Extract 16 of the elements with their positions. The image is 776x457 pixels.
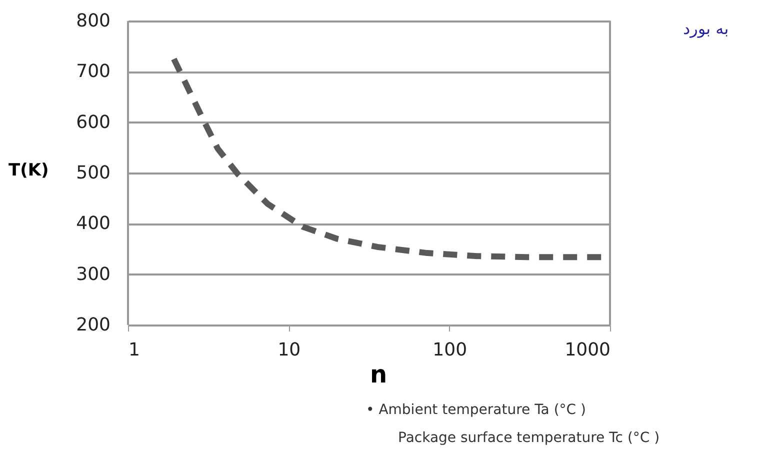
x-tick-label: 10 [278,340,301,360]
y-axis-title: T(K) [8,160,49,180]
y-tick-label: 300 [76,264,110,285]
x-axis-title: n [370,360,388,388]
y-tick-label: 800 [76,10,110,32]
y-tick-label: 200 [76,314,110,336]
x-tick-label: 1000 [564,340,610,360]
y-tick-label: 500 [76,162,110,184]
text: • Ambient temperature Ta (°C ) [366,402,586,418]
text: به بورد [683,19,729,38]
y-tick-label: 400 [76,213,110,234]
text: Package surface temperature Tc (°C ) [398,430,660,446]
x-tick-label: 1 [128,340,140,360]
x-tick-label: 100 [432,340,468,360]
y-tick-label: 600 [76,112,110,133]
y-tick-label: 700 [76,61,110,82]
